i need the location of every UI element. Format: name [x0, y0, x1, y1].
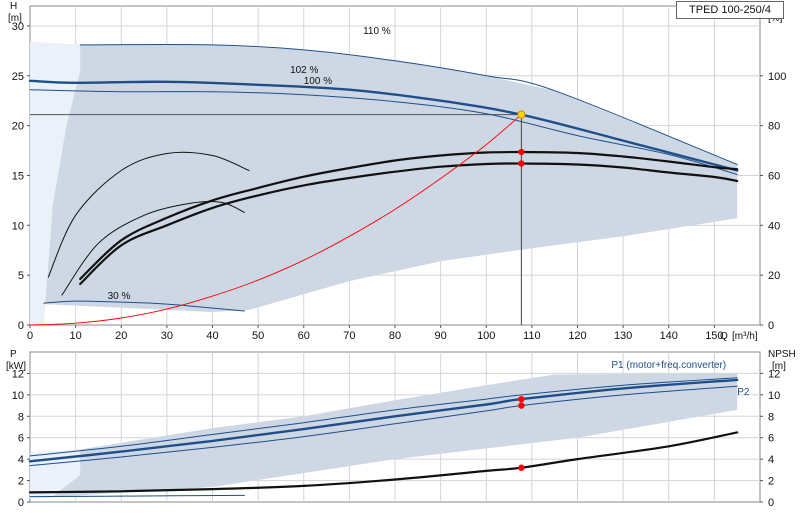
- power-npsh-marker: [518, 402, 525, 409]
- npsh-axis-label: NPSH: [768, 349, 796, 360]
- efficiency-marker: [518, 148, 525, 156]
- top-x-tick-label: 80: [389, 330, 401, 342]
- bottom-y2-tick-label: 12: [768, 368, 780, 380]
- bottom-y-tick-label: 0: [18, 497, 24, 509]
- top-y-tick-label: 10: [12, 220, 24, 232]
- p-axis-label: P: [10, 349, 17, 360]
- top-y2-tick-label: 80: [768, 121, 780, 133]
- curve-thin-blue-2: [29, 377, 738, 457]
- top-y2-tick-label: 20: [768, 270, 780, 282]
- bottom-y2-tick-label: 2: [768, 476, 774, 488]
- top-y-tick-label: 0: [18, 320, 24, 332]
- top-operating-range: [30, 41, 738, 326]
- top-x-tick-label: 0: [27, 330, 33, 342]
- curve-102-pct: [28, 79, 739, 172]
- top-y2-tick-label: 40: [768, 220, 780, 232]
- top-x-tick-label: 130: [614, 330, 632, 342]
- power-npsh-marker: [518, 395, 525, 403]
- curve-black-thick-6: [79, 162, 739, 285]
- bottom-y2-tick-label: 8: [768, 411, 774, 423]
- top-operating-range-edge: [30, 41, 81, 326]
- top-x-tick-label: 30: [161, 330, 173, 342]
- top-x-tick-label: 70: [343, 330, 355, 342]
- top-x-tick-label: 100: [477, 330, 495, 342]
- curve-thin-blue-4: [29, 494, 245, 498]
- bottom-y-tick-label: 6: [18, 433, 24, 445]
- top-x-tick-label: 90: [435, 330, 447, 342]
- top-y-tick-label: 20: [12, 121, 24, 133]
- top-y2-tick-label: 60: [768, 170, 780, 182]
- npsh-axis-unit: [m]: [772, 361, 786, 372]
- bottom-y2-tick-label: 6: [768, 433, 774, 445]
- top-x-tick-label: 120: [568, 330, 586, 342]
- curve-black-thin-4: [47, 151, 250, 278]
- h-axis-label: H: [10, 1, 17, 12]
- x-axis-label: Q: [720, 331, 728, 342]
- bottom-y-tick-label: 10: [12, 390, 24, 402]
- top-y-tick-label: 25: [12, 71, 24, 83]
- curve-p1-motor-freq-converter: [28, 378, 739, 463]
- top-x-tick-label: 50: [252, 330, 264, 342]
- top-y-tick-label: 30: [12, 21, 24, 33]
- curve-black-thick-3: [28, 431, 739, 494]
- curve-30-pct: [43, 300, 245, 312]
- bottom-panel: [27, 351, 763, 503]
- speed-label: 102 %: [290, 65, 318, 76]
- bottom-y-tick-label: 8: [18, 411, 24, 423]
- curve-100-pct: [29, 89, 738, 175]
- curve-red-system-8: [29, 114, 522, 326]
- curve-black-thin-5: [61, 200, 245, 296]
- top-x-tick-label: 60: [298, 330, 310, 342]
- top-x-tick-label: 20: [115, 330, 127, 342]
- top-y-tick-label: 5: [18, 270, 24, 282]
- bottom-y2-tick-label: 4: [768, 454, 774, 466]
- top-y2-tick-label: 100: [768, 71, 786, 83]
- bottom-y-tick-label: 2: [18, 476, 24, 488]
- series-label: P1 (motor+freq.converter): [611, 360, 726, 371]
- top-y-tick-label: 15: [12, 170, 24, 182]
- speed-label: 30 %: [108, 291, 131, 302]
- top-x-tick-label: 40: [206, 330, 218, 342]
- h-axis-unit: [m]: [8, 13, 22, 24]
- top-x-tick-label: 140: [660, 330, 678, 342]
- speed-label: 110 %: [363, 26, 391, 37]
- pump-model-label: TPED 100-250/4: [676, 1, 784, 19]
- top-x-tick-label: 150: [705, 330, 723, 342]
- bottom-y2-tick-label: 10: [768, 390, 780, 402]
- efficiency-marker: [518, 160, 525, 167]
- speed-label: 100 %: [304, 76, 332, 87]
- curve-black-thick-7: [79, 150, 739, 280]
- top-panel: [27, 5, 763, 326]
- bottom-operating-range: [30, 373, 738, 499]
- top-x-tick-label: 10: [70, 330, 82, 342]
- x-axis-unit: [m³/h]: [732, 331, 758, 342]
- bottom-y-tick-label: 4: [18, 454, 24, 466]
- power-npsh-marker: [518, 464, 525, 471]
- bottom-y-tick-label: 12: [12, 368, 24, 380]
- top-y2-tick-label: 0: [768, 320, 774, 332]
- curve-110-pct: [79, 44, 738, 165]
- curve-p2: [29, 385, 738, 467]
- series-label: P2: [737, 387, 750, 398]
- bottom-y2-tick-label: 0: [768, 497, 774, 509]
- top-x-tick-label: 110: [523, 330, 541, 342]
- duty-point-marker: [517, 110, 526, 119]
- p-axis-unit: [kW]: [6, 361, 26, 372]
